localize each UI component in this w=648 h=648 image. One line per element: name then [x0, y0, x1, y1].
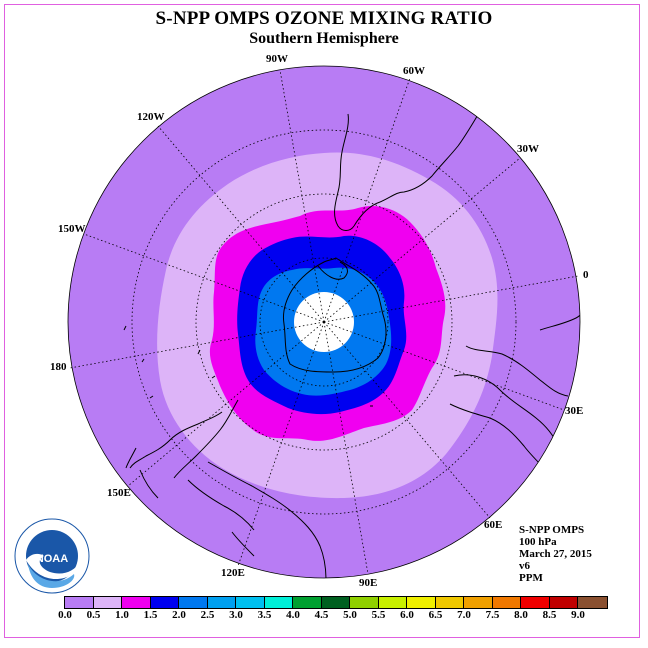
- colorbar-segment: [264, 597, 293, 608]
- colorbar-tick-label: 6.0: [400, 609, 414, 621]
- colorbar-tick-label: 5.5: [371, 609, 386, 621]
- colorbar-tick-label: 7.5: [485, 609, 500, 621]
- info-panel: S-NPP OMPS 100 hPa March 27, 2015 v6 PPM: [519, 524, 592, 584]
- info-level: 100 hPa: [519, 536, 557, 548]
- coastlines: [123, 95, 580, 578]
- colorbar-segment: [350, 597, 379, 608]
- lon-label-30e: 30E: [565, 405, 583, 417]
- lon-label-150w: 150W: [58, 223, 86, 235]
- lon-label-30w: 30W: [517, 143, 539, 155]
- colorbar-tick-label: 6.5: [428, 609, 443, 621]
- graticule: [69, 69, 579, 575]
- colorbar: [64, 596, 608, 609]
- colorbar-tick-label: 1.5: [143, 609, 158, 621]
- colorbar-tick-label: 0.0: [58, 609, 72, 621]
- colorbar-segment: [435, 597, 464, 608]
- colorbar-tick-label: 5.0: [343, 609, 357, 621]
- colorbar-tick-label: 4.0: [286, 609, 300, 621]
- colorbar-tick-label: 8.0: [514, 609, 528, 621]
- lon-label-150e: 150E: [107, 487, 131, 499]
- lon-label-180: 180: [50, 361, 67, 373]
- image-frame: [4, 4, 640, 638]
- colorbar-tick-label: 2.5: [200, 609, 215, 621]
- colorbar-segment: [521, 597, 550, 608]
- lon-label-90w: 90W: [266, 53, 288, 65]
- colorbar-segment: [179, 597, 208, 608]
- lon-label-120e: 120E: [221, 567, 245, 579]
- colorbar-segment: [407, 597, 436, 608]
- lon-label-120w: 120W: [137, 111, 165, 123]
- info-instrument: S-NPP OMPS: [519, 524, 585, 536]
- colorbar-segment: [378, 597, 407, 608]
- colorbar-tick-label: 3.5: [257, 609, 272, 621]
- colorbar-tick-label: 1.0: [115, 609, 129, 621]
- colorbar-segment: [207, 597, 236, 608]
- colorbar-segment: [236, 597, 265, 608]
- map-title: S-NPP OMPS OZONE MIXING RATIO: [155, 8, 493, 29]
- lon-label-60e: 60E: [484, 519, 502, 531]
- colorbar-segment: [321, 597, 350, 608]
- colorbar-tick-label: 8.5: [542, 609, 557, 621]
- colorbar-tick-label: 4.5: [314, 609, 329, 621]
- colorbar-segment: [549, 597, 578, 608]
- colorbar-segment: [93, 597, 122, 608]
- info-date: March 27, 2015: [519, 548, 592, 560]
- noaa-logo-wordmark: NOAA: [36, 553, 68, 565]
- lon-label-0: 0: [583, 269, 589, 281]
- colorbar-tick-label: 7.0: [457, 609, 471, 621]
- map-subtitle: Southern Hemisphere: [249, 30, 399, 47]
- colorbar-segment: [122, 597, 151, 608]
- lon-label-90e: 90E: [359, 577, 377, 589]
- colorbar-tick-label: 9.0: [571, 609, 585, 621]
- colorbar-segment: [578, 597, 607, 608]
- colorbar-tick-label: 0.5: [86, 609, 101, 621]
- colorbar-segment: [492, 597, 521, 608]
- colorbar-segment: [464, 597, 493, 608]
- map-boundary: [67, 65, 581, 579]
- lon-label-60w: 60W: [403, 65, 425, 77]
- colorbar-tick-label: 3.0: [229, 609, 243, 621]
- colorbar-segment: [293, 597, 322, 608]
- colorbar-segment: [150, 597, 179, 608]
- noaa-logo: NOAA: [14, 518, 90, 594]
- info-version: v6: [519, 560, 530, 572]
- colorbar-ticks: 0.0 0.5 1.0 1.5 2.0 2.5 3.0 3.5 4.0 4.5 5.0 5.5 6.0 6…: [0, 609, 648, 623]
- info-units: PPM: [519, 572, 543, 584]
- colorbar-tick-label: 2.0: [172, 609, 186, 621]
- colorbar-segment: [65, 597, 94, 608]
